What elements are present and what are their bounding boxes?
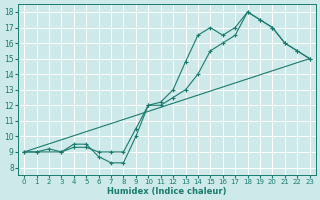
X-axis label: Humidex (Indice chaleur): Humidex (Indice chaleur) (107, 187, 227, 196)
